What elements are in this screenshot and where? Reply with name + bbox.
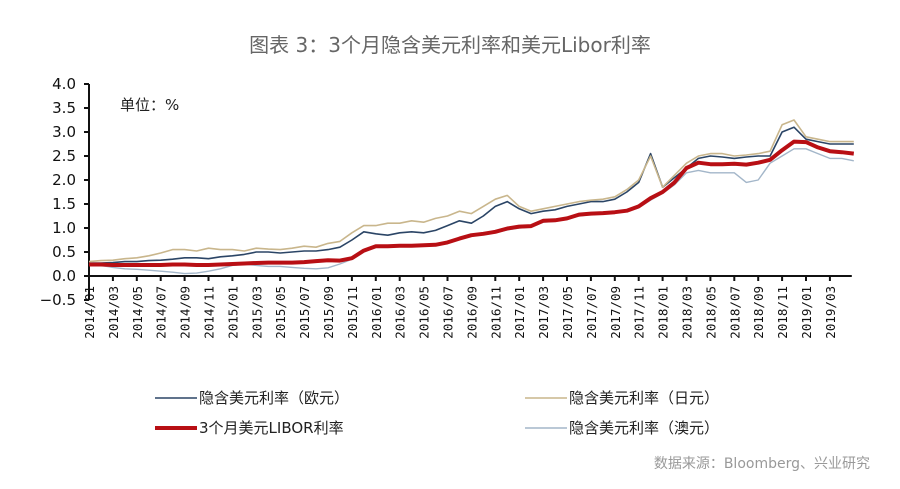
y-tick-label: 4.0 bbox=[52, 75, 76, 93]
y-tick-label: 2.5 bbox=[52, 147, 76, 165]
x-tick-label: 2017/09 bbox=[608, 286, 623, 339]
x-tick-label: 2017/01 bbox=[512, 286, 527, 339]
x-tick-label: 2018/07 bbox=[727, 286, 742, 339]
x-tick-label: 2016/11 bbox=[488, 286, 503, 339]
x-tick-label: 2014/05 bbox=[130, 286, 145, 339]
x-tick-label: 2014/01 bbox=[82, 286, 97, 339]
y-axis: 4.0 3.5 3.0 2.5 2.0 1.5 1.0 0.5 0.0 −0.5 bbox=[40, 75, 90, 309]
legend: 隐含美元利率（欧元） 隐含美元利率（日元） 3个月美元LIBOR利率 隐含美元利率（澳… bbox=[155, 389, 719, 437]
x-tick-label: 2017/07 bbox=[584, 286, 599, 339]
x-tick-label: 2014/03 bbox=[106, 286, 121, 339]
y-tick-label: 2.0 bbox=[52, 171, 76, 189]
x-axis: 2014/01 2014/03 2014/05 2014/07 2014/09 2014/… bbox=[82, 275, 852, 339]
chart-title: 图表 3：3个月隐含美元利率和美元Libor利率 bbox=[249, 33, 651, 57]
x-tick-label: 2018/03 bbox=[680, 286, 695, 339]
x-tick-label: 2015/03 bbox=[249, 286, 264, 339]
series-line-jpy bbox=[88, 119, 854, 263]
x-tick-label: 2019/03 bbox=[823, 286, 838, 339]
x-tick-label: 2017/03 bbox=[536, 286, 551, 339]
legend-label: 隐含美元利率（日元） bbox=[569, 389, 719, 407]
x-tick-label: 2016/01 bbox=[369, 286, 384, 339]
x-tick-label: 2015/05 bbox=[273, 286, 288, 339]
y-tick-label: 1.0 bbox=[52, 219, 76, 237]
y-tick-label: 1.5 bbox=[52, 195, 76, 213]
x-tick-label: 2016/09 bbox=[464, 286, 479, 339]
series-lines bbox=[88, 119, 855, 275]
x-tick-label: 2018/05 bbox=[703, 286, 718, 339]
series-line-aud bbox=[88, 148, 854, 275]
source-note: 数据来源：Bloomberg、兴业研究 bbox=[654, 456, 870, 472]
series-line-eur bbox=[89, 126, 854, 264]
legend-label: 3个月美元LIBOR利率 bbox=[199, 419, 344, 437]
x-tick-label: 2017/11 bbox=[632, 286, 647, 339]
y-tick-label: 3.0 bbox=[52, 123, 76, 141]
x-tick-label: 2019/01 bbox=[799, 286, 814, 339]
x-tick-label: 2018/01 bbox=[656, 286, 671, 339]
legend-item-jpy: 隐含美元利率（日元） bbox=[525, 389, 719, 407]
series-line-libor bbox=[89, 139, 855, 267]
x-tick-label: 2016/05 bbox=[417, 286, 432, 339]
x-tick-label: 2015/11 bbox=[345, 286, 360, 339]
y-tick-label: 0.5 bbox=[52, 243, 76, 261]
x-tick-label: 2016/07 bbox=[441, 286, 456, 339]
y-tick-label: −0.5 bbox=[40, 291, 76, 309]
x-tick-label: 2014/11 bbox=[202, 286, 217, 339]
y-tick-label: 3.5 bbox=[52, 99, 76, 117]
legend-item-eur: 隐含美元利率（欧元） bbox=[155, 389, 349, 407]
legend-item-aud: 隐含美元利率（澳元） bbox=[525, 419, 719, 437]
x-tick-label: 2014/07 bbox=[154, 286, 169, 339]
legend-label: 隐含美元利率（欧元） bbox=[199, 389, 349, 407]
x-tick-label: 2016/03 bbox=[393, 286, 408, 339]
x-tick-label: 2015/01 bbox=[225, 286, 240, 339]
unit-label: 单位：% bbox=[120, 96, 179, 114]
y-tick-label: 0.0 bbox=[52, 267, 76, 285]
legend-item-libor: 3个月美元LIBOR利率 bbox=[155, 419, 344, 437]
x-tick-label: 2017/05 bbox=[560, 286, 575, 339]
x-tick-label: 2014/09 bbox=[178, 286, 193, 339]
x-tick-label: 2018/11 bbox=[775, 286, 790, 339]
x-tick-label: 2015/09 bbox=[321, 286, 336, 339]
x-tick-label: 2015/07 bbox=[297, 286, 312, 339]
legend-label: 隐含美元利率（澳元） bbox=[569, 419, 719, 437]
x-tick-label: 2018/09 bbox=[751, 286, 766, 339]
